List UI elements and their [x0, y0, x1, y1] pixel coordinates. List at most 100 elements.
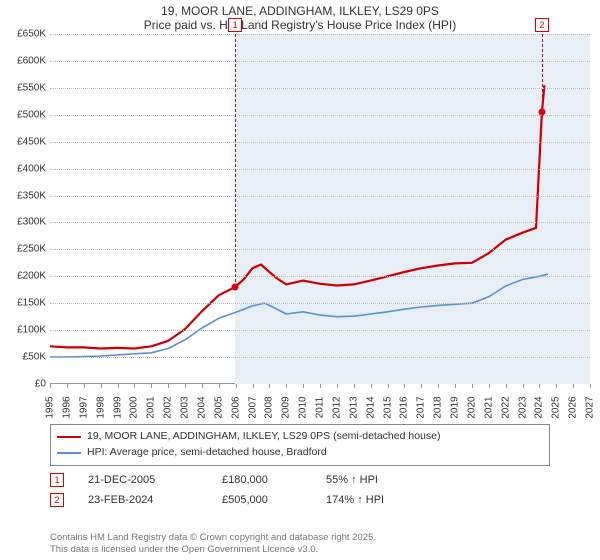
marker-box: 2 — [535, 18, 549, 32]
x-axis-label: 1995 — [45, 396, 56, 418]
x-axis-label: 2026 — [568, 396, 579, 418]
x-tick — [185, 384, 186, 388]
chart-title-block: 19, MOOR LANE, ADDINGHAM, ILKLEY, LS29 0… — [0, 0, 600, 34]
x-tick — [337, 384, 338, 388]
x-axis-label: 2002 — [163, 396, 174, 418]
x-tick — [253, 384, 254, 388]
x-axis-label: 2009 — [281, 396, 292, 418]
y-axis-label: £50K — [0, 352, 46, 363]
x-axis-label: 2007 — [247, 396, 258, 418]
x-axis-label: 2016 — [399, 396, 410, 418]
y-gridline — [50, 249, 590, 250]
y-axis-label: £550K — [0, 82, 46, 93]
legend-box: 19, MOOR LANE, ADDINGHAM, ILKLEY, LS29 0… — [50, 424, 550, 466]
x-axis-label: 2018 — [433, 396, 444, 418]
event-hpi: 55% ↑ HPI — [326, 474, 436, 486]
event-list: 121-DEC-2005£180,00055% ↑ HPI223-FEB-202… — [50, 470, 436, 510]
x-axis-label: 2023 — [517, 396, 528, 418]
x-axis-label: 2004 — [196, 396, 207, 418]
y-gridline — [50, 276, 590, 277]
legend-swatch — [57, 436, 81, 438]
x-tick — [388, 384, 389, 388]
price-point-dot — [232, 284, 239, 291]
x-axis-label: 2017 — [416, 396, 427, 418]
x-axis-label: 2008 — [264, 396, 275, 418]
x-axis-label: 2021 — [483, 396, 494, 418]
footer-attribution: Contains HM Land Registry data © Crown c… — [50, 532, 376, 556]
x-tick — [219, 384, 220, 388]
event-price: £180,000 — [222, 474, 302, 486]
footer-line-2: This data is licensed under the Open Gov… — [50, 544, 376, 556]
x-tick — [286, 384, 287, 388]
x-tick — [236, 384, 237, 388]
event-row: 1 21-DEC-2005 £180,000 55% ↑ HPI — [50, 470, 436, 490]
y-axis-label: £350K — [0, 190, 46, 201]
x-tick — [506, 384, 507, 388]
x-tick — [50, 384, 51, 388]
x-tick — [539, 384, 540, 388]
legend-label: 19, MOOR LANE, ADDINGHAM, ILKLEY, LS29 0… — [87, 429, 440, 445]
x-tick — [573, 384, 574, 388]
x-axis-label: 2025 — [551, 396, 562, 418]
y-gridline — [50, 196, 590, 197]
series-hpi — [50, 274, 548, 357]
x-tick — [168, 384, 169, 388]
x-axis-label: 2001 — [146, 396, 157, 418]
y-gridline — [50, 88, 590, 89]
y-gridline — [50, 169, 590, 170]
y-axis-label: £650K — [0, 29, 46, 40]
y-gridline — [50, 142, 590, 143]
x-axis-label: 1997 — [78, 396, 89, 418]
y-axis-label: £500K — [0, 109, 46, 120]
chart-container: 12 £0£50K£100K£150K£200K£250K£300K£350K£… — [0, 34, 600, 414]
y-axis-label: £100K — [0, 325, 46, 336]
x-axis-label: 2019 — [450, 396, 461, 418]
x-tick — [455, 384, 456, 388]
y-gridline — [50, 303, 590, 304]
x-axis-label: 2010 — [298, 396, 309, 418]
y-axis-label: £450K — [0, 136, 46, 147]
x-axis-label: 2013 — [348, 396, 359, 418]
legend-label: HPI: Average price, semi-detached house,… — [87, 445, 327, 461]
x-axis-label: 2020 — [466, 396, 477, 418]
x-tick — [472, 384, 473, 388]
price-point-dot — [538, 109, 545, 116]
legend-swatch — [57, 452, 81, 454]
x-axis-label: 2015 — [382, 396, 393, 418]
y-axis-label: £0 — [0, 379, 46, 390]
event-price: £505,000 — [222, 494, 302, 506]
x-axis-label: 2024 — [534, 396, 545, 418]
x-tick — [134, 384, 135, 388]
marker-line — [542, 34, 543, 112]
legend-item: HPI: Average price, semi-detached house,… — [57, 445, 543, 461]
event-date: 21-DEC-2005 — [88, 474, 198, 486]
event-hpi: 174% ↑ HPI — [326, 494, 436, 506]
x-axis-label: 2027 — [585, 396, 596, 418]
x-tick — [371, 384, 372, 388]
title-line-2: Price paid vs. HM Land Registry's House … — [0, 18, 600, 32]
x-axis-label: 1998 — [95, 396, 106, 418]
chart-lines — [50, 34, 590, 384]
x-tick — [489, 384, 490, 388]
x-tick — [354, 384, 355, 388]
legend-item: 19, MOOR LANE, ADDINGHAM, ILKLEY, LS29 0… — [57, 429, 543, 445]
y-gridline — [50, 61, 590, 62]
x-tick — [303, 384, 304, 388]
x-tick — [269, 384, 270, 388]
x-tick — [320, 384, 321, 388]
y-axis-label: £250K — [0, 244, 46, 255]
y-gridline — [50, 357, 590, 358]
event-marker-box: 1 — [50, 473, 64, 487]
x-tick — [523, 384, 524, 388]
x-tick — [590, 384, 591, 388]
event-date: 23-FEB-2024 — [88, 494, 198, 506]
title-line-1: 19, MOOR LANE, ADDINGHAM, ILKLEY, LS29 0… — [0, 4, 600, 18]
x-axis-label: 2014 — [365, 396, 376, 418]
x-tick — [202, 384, 203, 388]
x-tick — [404, 384, 405, 388]
x-axis-label: 2005 — [213, 396, 224, 418]
y-axis-label: £600K — [0, 55, 46, 66]
x-axis-label: 1996 — [61, 396, 72, 418]
y-axis-label: £300K — [0, 217, 46, 228]
x-axis-label: 2000 — [129, 396, 140, 418]
